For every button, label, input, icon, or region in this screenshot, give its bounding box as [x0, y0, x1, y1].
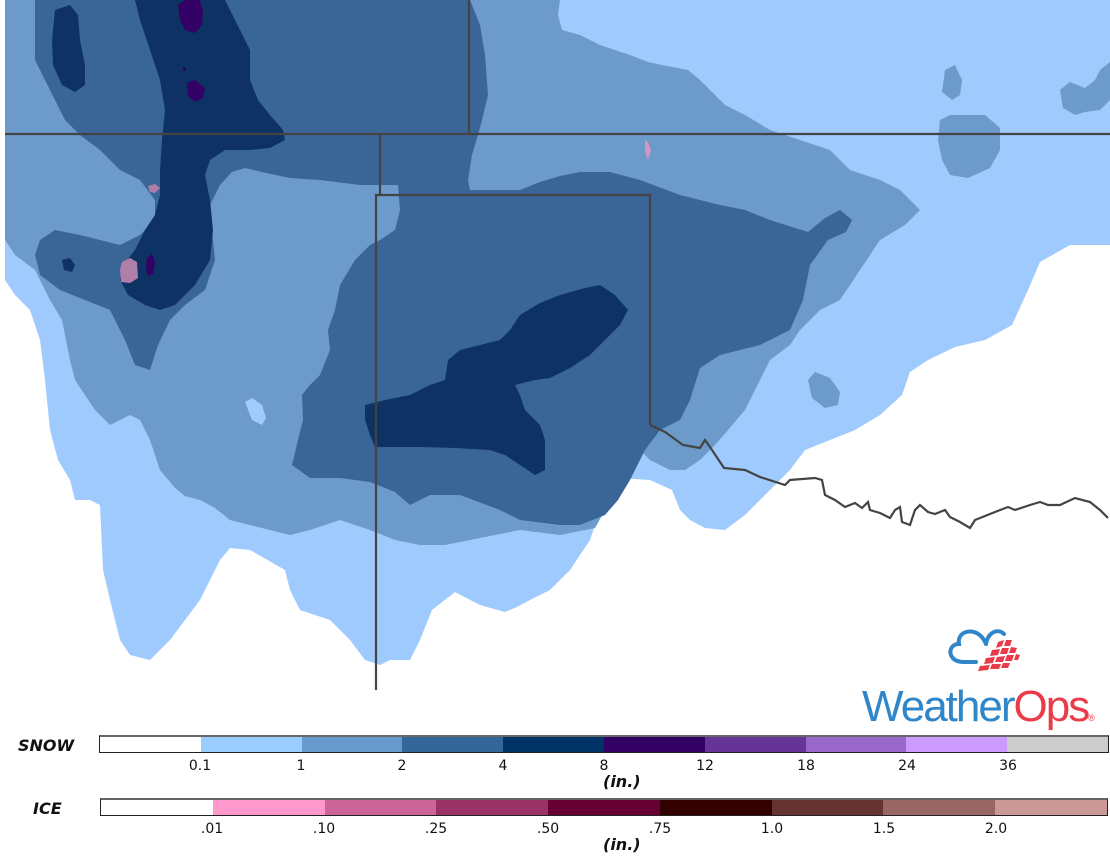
snow-zone-4-8in-patch: [62, 258, 75, 272]
snow-legend-segment: [200, 737, 302, 752]
ice-tick-label: .75: [648, 821, 672, 837]
snow-zone-8-12in: [146, 254, 155, 276]
ice-zone-patch: [645, 140, 651, 160]
ice-tick-label: .50: [536, 821, 560, 837]
snow-tick-label: 12: [696, 758, 714, 774]
snow-legend-segment: [301, 737, 403, 752]
snow-unit-label: (in.): [603, 772, 641, 791]
ice-zone-patch: [148, 184, 160, 193]
snow-legend-title: SNOW: [18, 736, 75, 755]
ice-unit-label: (in.): [603, 835, 641, 854]
snow-legend-segment: [1007, 737, 1108, 752]
snow-tick-label: 18: [797, 758, 815, 774]
snow-tick-label: 24: [898, 758, 916, 774]
snowfall-map: [5, 0, 1110, 690]
snow-zone-1-2in-patch: [938, 115, 1000, 178]
snow-zone-8-12in: [183, 67, 186, 71]
snow-tick-label: 0.1: [188, 758, 212, 774]
ice-legend-segment: [212, 800, 325, 815]
snow-legend-segment: [603, 737, 705, 752]
ice-legend-segment: [771, 800, 884, 815]
ice-legend-title: ICE: [33, 799, 62, 818]
snow-legend-segment: [906, 737, 1008, 752]
logo-registered-mark: ®: [1088, 713, 1095, 723]
snow-zone-8-12in: [178, 0, 203, 33]
ice-tick-label: .01: [200, 821, 224, 837]
ice-tick-label: 2.0: [984, 821, 1008, 837]
ice-legend-segment: [324, 800, 437, 815]
ice-legend-segment: [548, 800, 660, 815]
cloud-radar-icon: [948, 629, 1020, 671]
snow-zone-8-12in: [187, 80, 205, 102]
snow-zone-4-8in-core: [365, 285, 628, 475]
snow-tick-label: 4: [498, 758, 508, 774]
snow-legend-segment: [503, 737, 604, 752]
snow-zone-1-2in-patch: [808, 372, 840, 408]
snow-legend-segment: [704, 737, 806, 752]
ice-zone-patch: [120, 258, 138, 283]
ice-tick-label: 1.0: [760, 821, 784, 837]
snow-tick-label: 8: [599, 758, 609, 774]
ice-tick-label: .10: [312, 821, 336, 837]
ice-color-bar: [100, 798, 1108, 816]
ice-legend-segment: [659, 800, 772, 815]
snow-zone-1-2in-patch: [1060, 62, 1110, 115]
snow-legend-segment: [402, 737, 504, 752]
snow-zone-4-8in-patch: [52, 5, 85, 92]
snow-color-bar: [99, 735, 1109, 753]
snow-tick-label: 2: [397, 758, 407, 774]
state-borders: [5, 0, 1110, 690]
snow-zone-4-8in-patch: [828, 210, 852, 235]
ice-legend-segment: [883, 800, 996, 815]
border-river: [649, 424, 1109, 530]
snow-zone-1-2in-patch: [942, 65, 962, 100]
ice-tick-label: 1.5: [872, 821, 896, 837]
logo-wordmark: WeatherOps®: [862, 682, 1095, 743]
logo-text-ops: Ops: [1013, 682, 1091, 731]
snow-zone-0.1-1in-patch: [245, 398, 266, 425]
ice-tick-label: .25: [424, 821, 448, 837]
snow-legend-segment: [100, 737, 201, 752]
ice-legend-segment: [995, 800, 1107, 815]
logo-text-weather: Weather: [862, 682, 1015, 731]
border-state-box: [374, 193, 652, 690]
snow-legend: SNOW 0.1 1 2 4 8 12 18 24 36 (in.): [0, 734, 1110, 794]
ice-legend-segment: [436, 800, 549, 815]
snow-legend-segment: [805, 737, 907, 752]
ice-legend-segment: [101, 800, 213, 815]
snow-tick-label: 1: [296, 758, 306, 774]
weatherops-logo: WeatherOps®: [858, 620, 1108, 732]
snow-zone-4-8in: [120, 0, 285, 310]
snow-tick-label: 36: [999, 758, 1017, 774]
ice-legend: ICE .01 .10 .25 .50 .75 1.0 1.5 2.0 (in.): [0, 797, 1110, 860]
